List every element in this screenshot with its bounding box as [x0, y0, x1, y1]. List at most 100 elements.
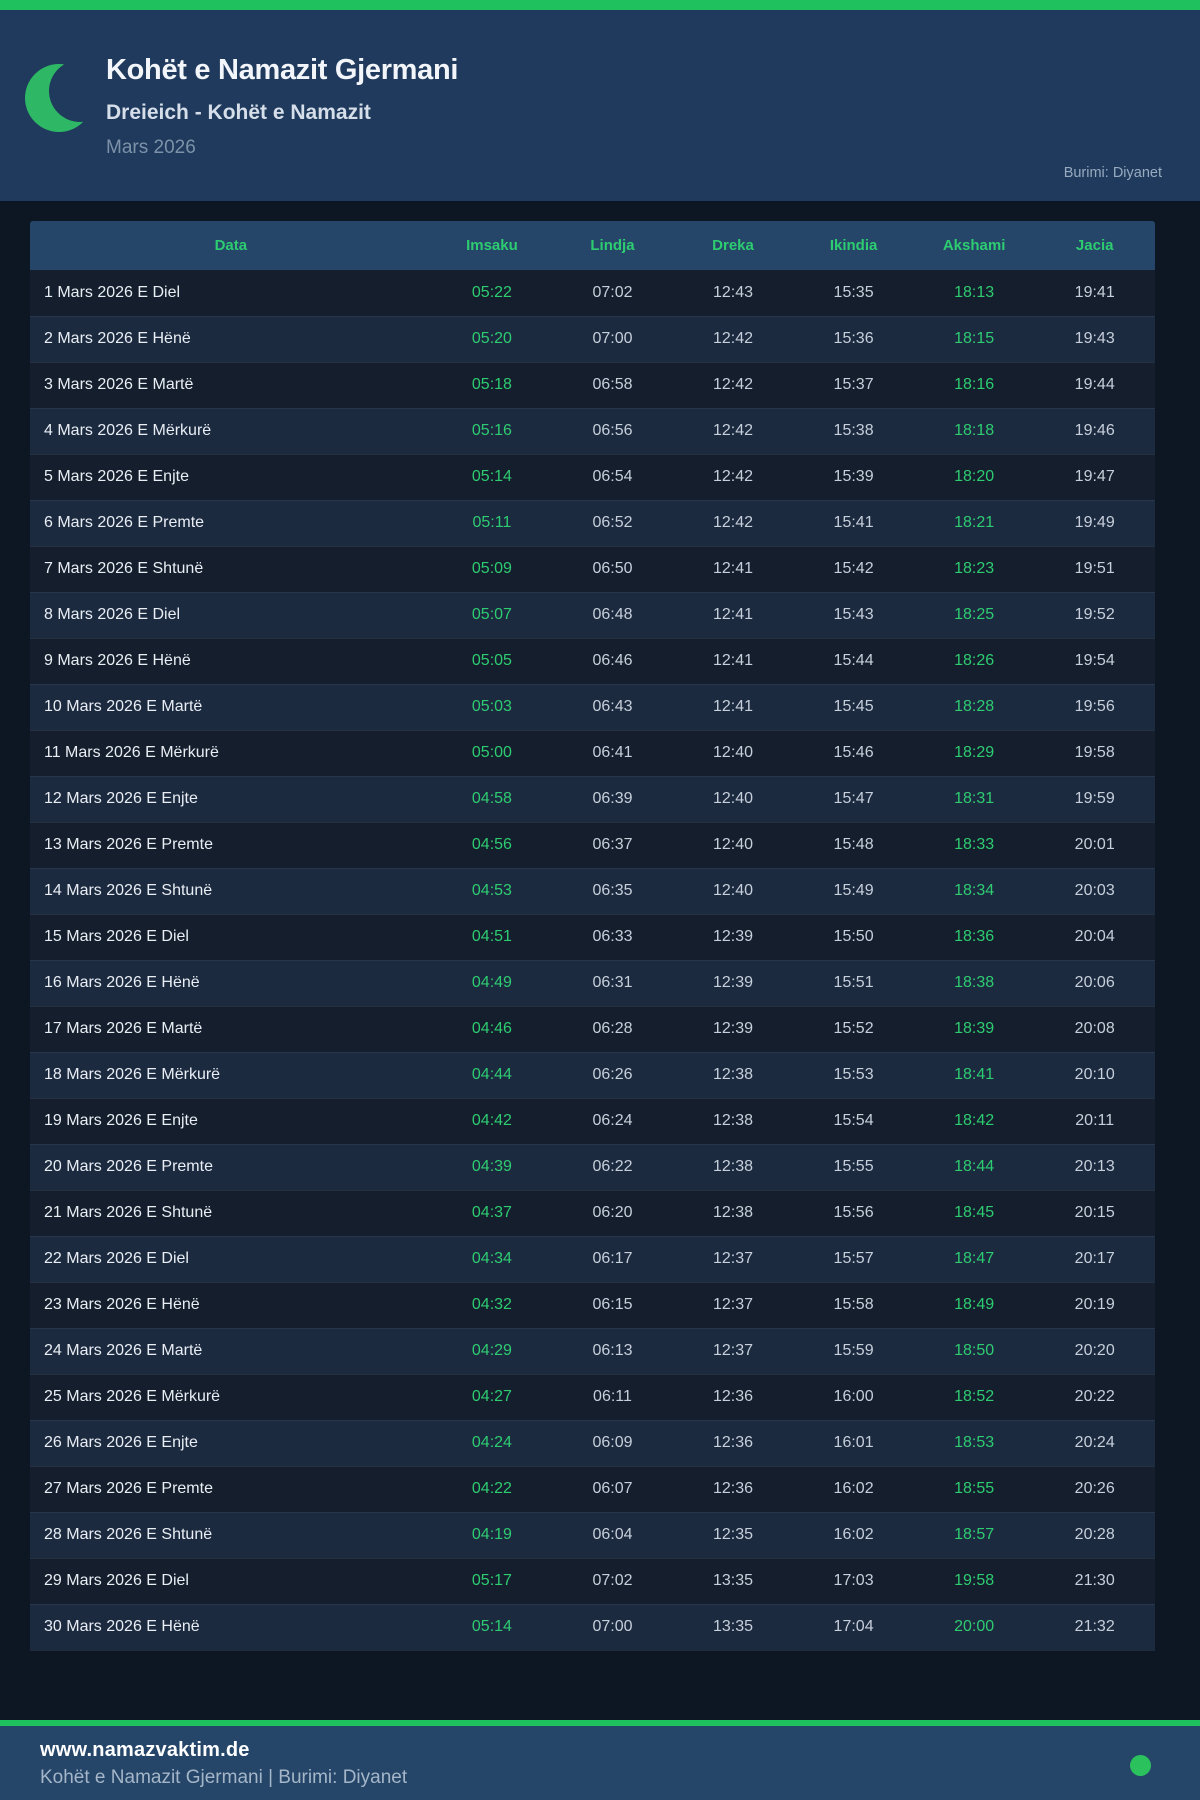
time-cell-dreka: 12:42: [713, 514, 754, 531]
date-cell: 27 Mars 2026 E Premte: [44, 1480, 213, 1497]
time-cell-jacia: 19:43: [1074, 330, 1115, 347]
time-cell-lindja: 06:43: [592, 698, 633, 715]
time-cell-ikindia: 15:41: [833, 514, 874, 531]
table-row: 15 Mars 2026 E Diel 04:51 06:33 12:39 15…: [30, 914, 1155, 960]
time-cell-ikindia: 15:47: [833, 790, 874, 807]
time-cell-lindja: 06:22: [592, 1158, 633, 1175]
table-row: 26 Mars 2026 E Enjte 04:24 06:09 12:36 1…: [30, 1420, 1155, 1466]
time-cell-dreka: 12:36: [713, 1480, 754, 1497]
time-cell-akshami: 18:55: [954, 1480, 995, 1497]
time-cell-imsaku: 04:27: [471, 1388, 512, 1405]
page-footer: www.namazvaktim.de Kohët e Namazit Gjerm…: [0, 1725, 1200, 1800]
source-label: Burimi: Diyanet: [1063, 165, 1162, 181]
column-header-imsaku: Imsaku: [431, 221, 553, 270]
time-cell-lindja: 06:31: [592, 974, 633, 991]
date-cell: 1 Mars 2026 E Diel: [44, 283, 181, 301]
time-cell-jacia: 20:28: [1074, 1526, 1115, 1543]
time-cell-jacia: 19:44: [1074, 376, 1115, 393]
footer-website: www.namazvaktim.de: [40, 1738, 250, 1761]
time-cell-imsaku: 04:29: [471, 1342, 512, 1359]
time-cell-jacia: 20:13: [1074, 1158, 1115, 1175]
time-cell-imsaku: 05:14: [471, 468, 512, 485]
time-cell-ikindia: 15:46: [833, 744, 874, 761]
time-cell-dreka: 12:41: [713, 698, 754, 715]
time-cell-lindja: 06:15: [592, 1296, 633, 1313]
footer-accent-line: [0, 1719, 1200, 1726]
time-cell-dreka: 12:41: [713, 606, 754, 623]
time-cell-imsaku: 05:09: [471, 560, 512, 577]
time-cell-ikindia: 15:38: [833, 422, 874, 439]
time-cell-ikindia: 15:59: [833, 1342, 874, 1359]
time-cell-imsaku: 04:39: [471, 1158, 512, 1175]
table-row: 14 Mars 2026 E Shtunë 04:53 06:35 12:40 …: [30, 868, 1155, 914]
time-cell-imsaku: 04:22: [471, 1480, 512, 1497]
date-cell: 24 Mars 2026 E Martë: [44, 1342, 203, 1359]
time-cell-imsaku: 04:46: [471, 1020, 512, 1037]
table-row: 27 Mars 2026 E Premte 04:22 06:07 12:36 …: [30, 1466, 1155, 1512]
time-cell-ikindia: 15:57: [833, 1250, 874, 1267]
time-cell-imsaku: 05:17: [471, 1572, 512, 1589]
time-cell-ikindia: 16:01: [833, 1434, 874, 1451]
time-cell-lindja: 06:50: [592, 560, 633, 577]
time-cell-imsaku: 04:32: [471, 1296, 512, 1313]
column-header-akshami: Akshami: [913, 221, 1035, 270]
time-cell-akshami: 20:00: [954, 1618, 995, 1635]
time-cell-ikindia: 15:54: [833, 1112, 874, 1129]
time-cell-jacia: 20:06: [1074, 974, 1115, 991]
time-cell-jacia: 20:10: [1074, 1066, 1115, 1083]
table-row: 13 Mars 2026 E Premte 04:56 06:37 12:40 …: [30, 822, 1155, 868]
time-cell-dreka: 12:37: [713, 1342, 754, 1359]
time-cell-dreka: 12:41: [713, 560, 754, 577]
time-cell-jacia: 20:24: [1074, 1434, 1115, 1451]
time-cell-jacia: 20:08: [1074, 1020, 1115, 1037]
time-cell-ikindia: 15:50: [833, 928, 874, 945]
time-cell-lindja: 07:00: [592, 330, 633, 347]
time-cell-ikindia: 15:48: [833, 836, 874, 853]
table-row: 9 Mars 2026 E Hënë 05:05 06:46 12:41 15:…: [30, 638, 1155, 684]
time-cell-lindja: 06:07: [592, 1480, 633, 1497]
date-cell: 28 Mars 2026 E Shtunë: [44, 1526, 213, 1543]
time-cell-akshami: 18:50: [954, 1342, 995, 1359]
green-status-dot: [1130, 1754, 1151, 1776]
time-cell-ikindia: 15:43: [833, 606, 874, 623]
time-cell-lindja: 06:58: [592, 376, 633, 393]
time-cell-akshami: 18:15: [954, 330, 995, 347]
table-row: 29 Mars 2026 E Diel 05:17 07:02 13:35 17…: [30, 1558, 1155, 1604]
date-cell: 4 Mars 2026 E Mërkurë: [44, 422, 212, 439]
time-cell-dreka: 12:38: [713, 1158, 754, 1175]
time-cell-ikindia: 15:52: [833, 1020, 874, 1037]
table-row: 17 Mars 2026 E Martë 04:46 06:28 12:39 1…: [30, 1006, 1155, 1052]
time-cell-jacia: 20:20: [1074, 1342, 1115, 1359]
time-cell-jacia: 21:32: [1074, 1618, 1115, 1635]
time-cell-jacia: 20:04: [1074, 928, 1115, 945]
table-row: 2 Mars 2026 E Hënë 05:20 07:00 12:42 15:…: [30, 316, 1155, 362]
time-cell-imsaku: 04:24: [471, 1434, 512, 1451]
date-cell: 16 Mars 2026 E Hënë: [44, 974, 200, 991]
date-cell: 11 Mars 2026 E Mërkurë: [44, 744, 219, 761]
time-cell-akshami: 18:36: [954, 928, 995, 945]
time-cell-akshami: 18:23: [954, 560, 995, 577]
time-cell-lindja: 07:00: [592, 1618, 633, 1635]
time-cell-akshami: 18:41: [954, 1066, 995, 1083]
table-row: 22 Mars 2026 E Diel 04:34 06:17 12:37 15…: [30, 1236, 1155, 1282]
time-cell-jacia: 21:30: [1074, 1572, 1115, 1589]
time-cell-jacia: 19:52: [1074, 606, 1115, 623]
table-row: 10 Mars 2026 E Martë 05:03 06:43 12:41 1…: [30, 684, 1155, 730]
time-cell-lindja: 06:56: [592, 422, 633, 439]
column-header-data: Data: [30, 221, 432, 270]
time-cell-jacia: 19:56: [1074, 698, 1115, 715]
time-cell-imsaku: 05:00: [471, 744, 512, 761]
time-cell-lindja: 06:04: [592, 1526, 633, 1543]
table-row: 8 Mars 2026 E Diel 05:07 06:48 12:41 15:…: [30, 592, 1155, 638]
time-cell-jacia: 20:26: [1074, 1480, 1115, 1497]
time-cell-imsaku: 04:53: [471, 882, 512, 899]
time-cell-jacia: 19:59: [1074, 790, 1115, 807]
table-row: 3 Mars 2026 E Martë 05:18 06:58 12:42 15…: [30, 362, 1155, 408]
time-cell-jacia: 20:11: [1075, 1112, 1115, 1129]
time-cell-akshami: 18:42: [954, 1112, 995, 1129]
time-cell-lindja: 06:48: [592, 606, 633, 623]
top-accent-bar: [0, 0, 1200, 10]
date-cell: 29 Mars 2026 E Diel: [44, 1572, 189, 1589]
time-cell-imsaku: 05:18: [471, 376, 512, 393]
table-row: 18 Mars 2026 E Mërkurë 04:44 06:26 12:38…: [30, 1052, 1155, 1098]
